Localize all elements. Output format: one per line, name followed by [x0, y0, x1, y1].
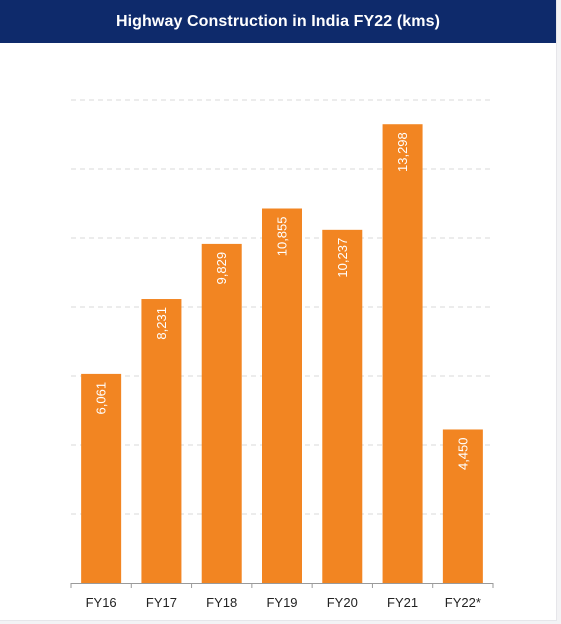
x-tick-label: FY17 — [146, 595, 177, 610]
bar-value-label: 8,231 — [154, 307, 169, 340]
chart-title: Highway Construction in India FY22 (kms) — [115, 12, 441, 30]
bar-fy19 — [262, 208, 302, 583]
bar-fy17 — [141, 299, 182, 583]
bar-fy20 — [322, 229, 363, 584]
bar-value-label: 10,855 — [275, 217, 290, 257]
x-tick-label: FY16 — [86, 595, 117, 610]
bar-fy18 — [201, 243, 242, 583]
bar-fy21 — [382, 124, 423, 584]
x-tick-label: FY20 — [327, 595, 358, 610]
bar-value-label: 4,450 — [455, 437, 470, 470]
bars: 6,061 8,231 9,829 10,855 10,237 13,298 4,450 — [81, 124, 483, 584]
bar-fy22 — [442, 429, 483, 583]
bar-value-label: 13,298 — [395, 132, 410, 172]
x-tick-label: FY21 — [387, 595, 418, 610]
bar-fy16 — [81, 373, 122, 583]
title-bar: Highway Construction in India FY22 (kms) — [0, 0, 556, 43]
x-tick-label: FY19 — [266, 595, 297, 610]
bar-value-label: 6,061 — [94, 382, 109, 415]
x-tick-label: FY22* — [445, 595, 481, 610]
x-tick-label: FY18 — [206, 595, 237, 610]
bar-value-label: 9,829 — [214, 252, 229, 285]
bar-value-label: 10,237 — [335, 238, 350, 278]
x-axis: FY16 FY17 FY18 FY19 FY20 FY21 FY22* — [70, 583, 494, 610]
